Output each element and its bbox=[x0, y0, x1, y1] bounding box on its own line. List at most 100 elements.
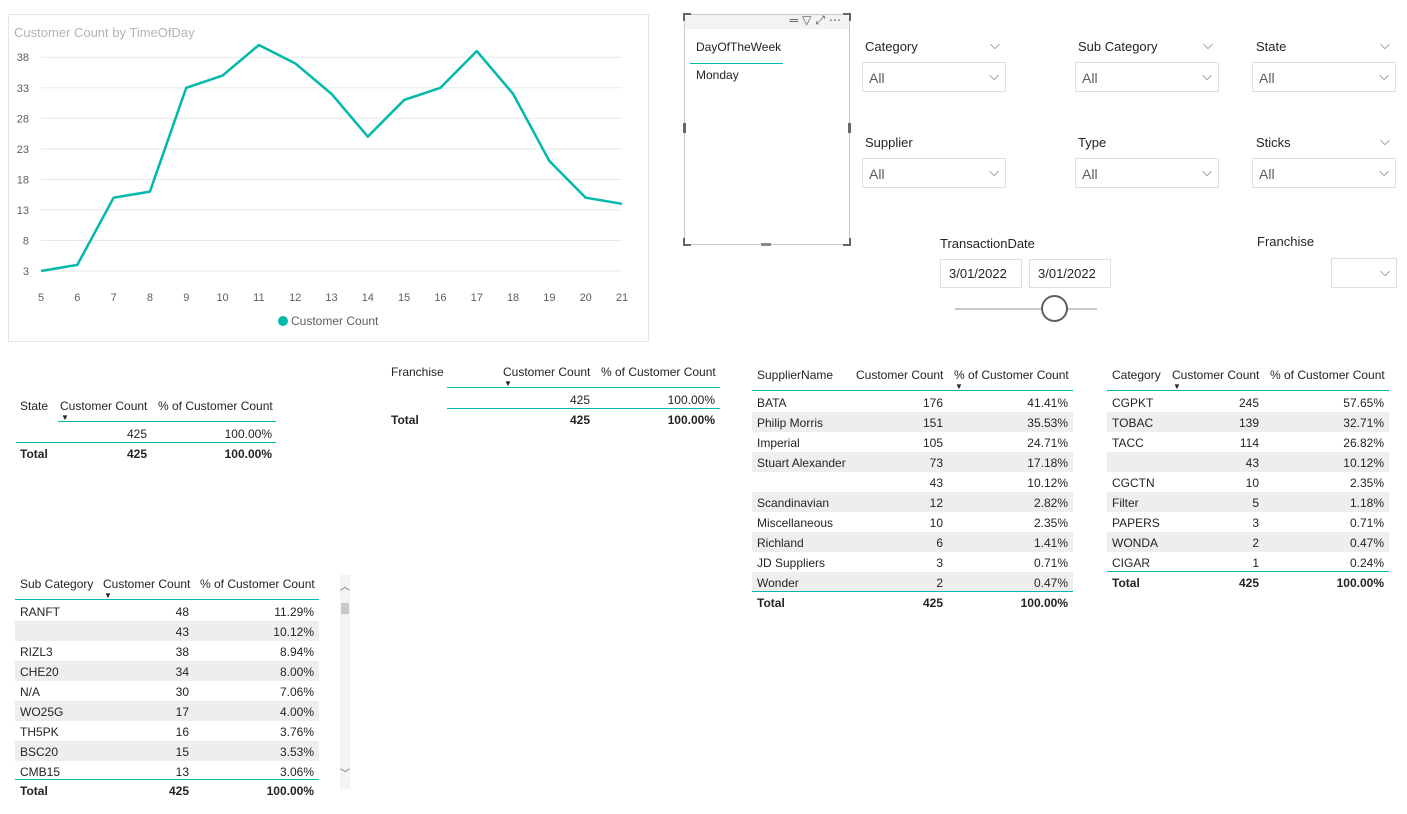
category-dropdown[interactable]: All ⌵ bbox=[862, 62, 1006, 92]
x-tick-label: 19 bbox=[543, 292, 555, 304]
column-header-pct-customer-count[interactable]: % of Customer Count bbox=[200, 577, 315, 591]
dayoftheweek-slicer[interactable]: ═▽⤢⋯ DayOfTheWeek Monday bbox=[683, 13, 851, 246]
table-cell: 7.06% bbox=[279, 685, 314, 699]
franchise-dropdown[interactable]: ⌵ bbox=[1331, 258, 1397, 288]
table-cell: PAPERS bbox=[1112, 516, 1160, 530]
x-tick-label: 21 bbox=[616, 292, 628, 304]
hamburger-icon[interactable]: ═ bbox=[789, 13, 803, 27]
y-tick-label: 38 bbox=[17, 52, 29, 64]
header-divider bbox=[1107, 390, 1389, 391]
dow-item-monday[interactable]: Monday bbox=[696, 68, 739, 82]
table-cell: 3.53% bbox=[279, 745, 314, 759]
table-cell: 100.00% bbox=[667, 393, 715, 407]
focus-icon[interactable]: ⤢ bbox=[815, 13, 829, 27]
scroll-down-icon[interactable]: ﹀ bbox=[340, 769, 350, 780]
resize-corner-br[interactable] bbox=[843, 238, 851, 246]
total-count: 425 bbox=[922, 596, 943, 610]
x-tick-label: 11 bbox=[253, 292, 264, 304]
table-cell: CMB15 bbox=[20, 765, 61, 779]
table-cell: Miscellaneous bbox=[757, 516, 834, 530]
subcategory-dropdown[interactable]: All ⌵ bbox=[1075, 62, 1219, 92]
column-header-customer-count[interactable]: Customer Count bbox=[856, 368, 944, 382]
column-header-state[interactable]: State bbox=[20, 399, 49, 413]
vertical-scrollbar[interactable] bbox=[340, 575, 350, 789]
column-header-sub-category[interactable]: Sub Category bbox=[20, 577, 94, 591]
end-date-input[interactable]: 3/01/2022 bbox=[1029, 259, 1111, 288]
date-slider-handle[interactable] bbox=[1041, 295, 1068, 322]
resize-handle-right[interactable] bbox=[848, 123, 851, 133]
resize-corner-bl[interactable] bbox=[683, 238, 691, 246]
scroll-up-icon[interactable]: ︿ bbox=[340, 582, 350, 593]
table-cell: WONDA bbox=[1112, 536, 1158, 550]
resize-corner-tr[interactable] bbox=[843, 13, 851, 21]
state-dropdown[interactable]: All ⌵ bbox=[1252, 62, 1396, 92]
line-chart-card[interactable]: Customer Count by TimeOfDay 3 8 13 18 23 28 33… bbox=[8, 14, 649, 342]
x-tick-label: 18 bbox=[507, 292, 519, 304]
column-header-customer-count[interactable]: Customer Count bbox=[60, 399, 148, 413]
table-cell: JD Suppliers bbox=[757, 556, 826, 570]
column-header-pct-customer-count[interactable]: % of Customer Count bbox=[954, 368, 1069, 382]
column-header-pct-customer-count[interactable]: % of Customer Count bbox=[1270, 368, 1385, 382]
x-tick-label: 10 bbox=[216, 292, 228, 304]
legend-marker bbox=[278, 316, 288, 326]
x-tick-label: 13 bbox=[325, 292, 337, 304]
legend-label[interactable]: Customer Count bbox=[291, 314, 379, 328]
total-count: 425 bbox=[126, 447, 147, 461]
type-dropdown[interactable]: All ⌵ bbox=[1075, 158, 1219, 188]
column-header-suppliername[interactable]: SupplierName bbox=[757, 368, 834, 382]
table-cell: 73 bbox=[929, 456, 943, 470]
total-pct: 100.00% bbox=[667, 413, 715, 427]
chevron-down-icon: ⌵ bbox=[1379, 68, 1389, 83]
y-tick-label: 23 bbox=[17, 144, 29, 156]
table-cell: 13 bbox=[175, 765, 189, 779]
table-cell: 425 bbox=[569, 393, 590, 407]
more-icon[interactable]: ⋯ bbox=[829, 13, 845, 27]
row-stripe bbox=[752, 532, 1073, 552]
table-cell: 16 bbox=[175, 725, 189, 739]
column-header-category[interactable]: Category bbox=[1112, 368, 1161, 382]
row-stripe bbox=[15, 701, 319, 721]
chevron-down-icon[interactable]: ⌵ bbox=[990, 37, 1000, 52]
start-date-input[interactable]: 3/01/2022 bbox=[940, 259, 1022, 288]
x-tick-label: 9 bbox=[183, 292, 189, 304]
chevron-down-icon[interactable]: ⌵ bbox=[1380, 133, 1390, 148]
total-divider bbox=[752, 591, 1073, 592]
x-tick-label: 17 bbox=[471, 292, 483, 304]
x-tick-label: 12 bbox=[289, 292, 301, 304]
table-cell: TACC bbox=[1112, 436, 1144, 450]
header-divider bbox=[58, 421, 276, 422]
table-cell: TOBAC bbox=[1112, 416, 1154, 430]
chevron-down-icon[interactable]: ⌵ bbox=[1380, 37, 1390, 52]
total-label: Total bbox=[391, 413, 419, 427]
resize-handle-bottom[interactable] bbox=[761, 243, 771, 246]
series-line-customer-count[interactable] bbox=[40, 43, 623, 273]
column-header-customer-count[interactable]: Customer Count bbox=[103, 577, 191, 591]
scrollbar-thumb[interactable] bbox=[341, 603, 349, 614]
resize-corner-tl[interactable] bbox=[683, 13, 691, 21]
column-header-pct-customer-count[interactable]: % of Customer Count bbox=[601, 365, 716, 379]
table-cell: 10 bbox=[929, 516, 943, 530]
dow-underline bbox=[690, 63, 783, 64]
table-cell: 35.53% bbox=[1027, 416, 1068, 430]
table-cell: 17.18% bbox=[1027, 456, 1068, 470]
filter-icon[interactable]: ▽ bbox=[802, 13, 816, 27]
row-stripe bbox=[1107, 532, 1389, 552]
x-tick-label: 15 bbox=[398, 292, 410, 304]
supplier-dropdown[interactable]: All ⌵ bbox=[862, 158, 1006, 188]
table-cell: 176 bbox=[922, 396, 943, 410]
column-header-customer-count[interactable]: Customer Count bbox=[503, 365, 591, 379]
table-cell: 3.76% bbox=[279, 725, 314, 739]
resize-handle-left[interactable] bbox=[683, 123, 686, 133]
table-cell: CIGAR bbox=[1112, 556, 1151, 570]
sticks-slicer-label: Sticks bbox=[1256, 135, 1291, 150]
column-header-pct-customer-count[interactable]: % of Customer Count bbox=[158, 399, 273, 413]
row-stripe bbox=[752, 572, 1073, 592]
chevron-down-icon[interactable]: ⌵ bbox=[1203, 37, 1213, 52]
date-slider-track[interactable] bbox=[955, 308, 1097, 310]
column-header-franchise[interactable]: Franchise bbox=[391, 365, 444, 379]
sticks-dropdown[interactable]: All ⌵ bbox=[1252, 158, 1396, 188]
visual-header-icons[interactable]: ═▽⤢⋯ bbox=[790, 13, 845, 28]
row-stripe bbox=[752, 412, 1073, 432]
column-header-customer-count[interactable]: Customer Count bbox=[1172, 368, 1260, 382]
table-cell: 0.47% bbox=[1033, 576, 1068, 590]
